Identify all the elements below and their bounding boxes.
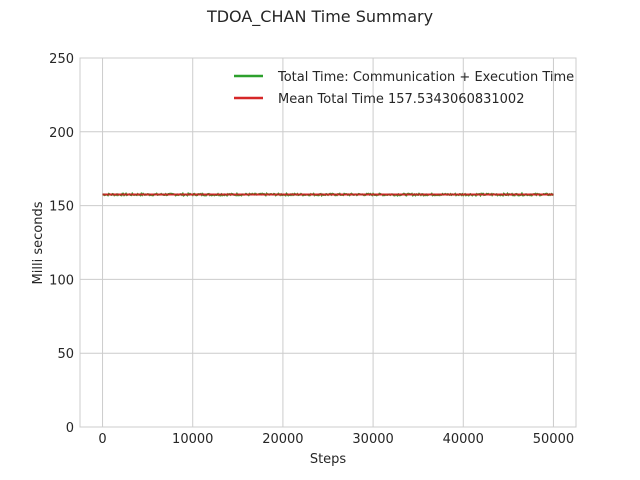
y-tick-label: 150 [49, 200, 74, 215]
tick-labels: 0 10000 20000 30000 40000 50000 0 50 100 150 200 25… [49, 52, 574, 447]
legend-label: Mean Total Time 157.5343060831002 [278, 92, 524, 107]
y-tick-label: 200 [49, 126, 74, 141]
x-tick-label: 50000 [533, 432, 574, 447]
plot-frame [79, 57, 577, 428]
chart-title: TDOA_CHAN Time Summary [206, 7, 433, 27]
legend-label: Total Time: Communication + Execution Ti… [277, 70, 574, 85]
grid [80, 57, 576, 428]
x-tick-label: 20000 [262, 432, 303, 447]
y-tick-label: 250 [49, 52, 74, 67]
x-axis-title: Steps [310, 452, 347, 467]
x-tick-label: 0 [98, 432, 106, 447]
series-total-time-texture [102, 193, 554, 196]
series-layer [102, 191, 554, 198]
y-tick-label: 50 [57, 347, 74, 362]
y-tick-label: 0 [66, 421, 74, 436]
x-tick-label: 30000 [352, 432, 393, 447]
y-axis-title: Milli seconds [31, 201, 46, 284]
y-tick-label: 100 [49, 273, 74, 288]
x-tick-label: 10000 [172, 432, 213, 447]
x-tick-label: 40000 [443, 432, 484, 447]
legend: Total Time: Communication + Execution Ti… [234, 70, 574, 107]
